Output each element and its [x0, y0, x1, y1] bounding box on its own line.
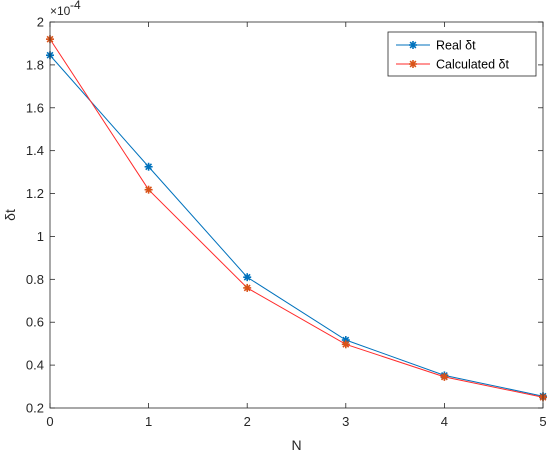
legend-marker-1 — [409, 60, 417, 68]
y-tick-label-7: 1.6 — [26, 100, 44, 115]
series-line-1 — [49, 38, 544, 398]
y-tick-label-2: 0.6 — [26, 315, 44, 330]
series-0-point-1 — [144, 162, 153, 171]
y-tick-label-3: 0.8 — [26, 272, 44, 287]
x-tick-label-1: 1 — [145, 414, 152, 429]
y-exponent-base: ×10 — [50, 4, 71, 18]
y-tick-label-1: 0.4 — [26, 358, 44, 373]
y-tick-label-4: 1 — [37, 229, 44, 244]
legend-label-1: Calculated δt — [436, 58, 509, 72]
x-tick-label-3: 3 — [342, 414, 349, 429]
y-tick-label-6: 1.4 — [26, 143, 44, 158]
series-1-point-1 — [144, 185, 153, 194]
legend-marker-0 — [409, 41, 417, 49]
series-line-0 — [49, 54, 544, 397]
y-tick-label-0: 0.2 — [26, 401, 44, 416]
axes-box — [49, 21, 544, 409]
y-exponent-power: -4 — [70, 0, 81, 12]
legend-label-0: Real δt — [436, 39, 476, 53]
x-tick-label-0: 0 — [46, 414, 53, 429]
y-tick-label-9: 2 — [37, 15, 44, 30]
x-tick-label-2: 2 — [244, 414, 251, 429]
series-1-point-3 — [341, 340, 350, 349]
x-axis-label: N — [291, 437, 301, 453]
x-tick-label-5: 5 — [539, 414, 546, 429]
series-1-point-2 — [243, 283, 252, 292]
series-0-point-2 — [243, 273, 252, 282]
y-tick-label-5: 1.2 — [26, 186, 44, 201]
legend: Real δt Calculated δt — [387, 31, 537, 77]
plot-area — [50, 22, 543, 408]
legend-box — [387, 31, 537, 77]
axes-layer: 0 1 2 3 4 5 0.2 0.4 0.6 0.8 1 1.2 1.4 1.6 1.8 2 — [26, 15, 547, 430]
y-axis-label: δt — [2, 209, 18, 221]
y-tick-label-8: 1.8 — [26, 57, 44, 72]
series-1-point-4 — [440, 372, 449, 381]
x-tick-label-4: 4 — [441, 414, 448, 429]
